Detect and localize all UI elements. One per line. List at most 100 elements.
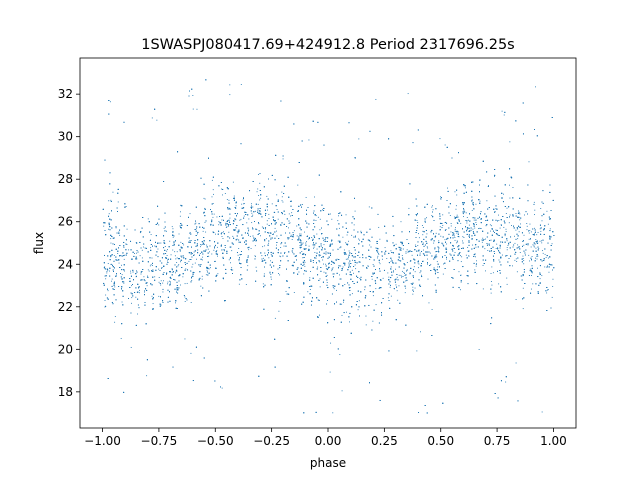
data-point — [506, 283, 508, 285]
data-point — [485, 220, 487, 222]
data-point — [121, 274, 123, 276]
data-point — [204, 198, 206, 200]
data-point — [319, 229, 321, 231]
data-point — [535, 86, 536, 88]
data-point — [130, 270, 132, 272]
data-point — [150, 247, 152, 249]
data-point — [517, 228, 519, 230]
data-point — [534, 209, 536, 211]
data-point — [118, 262, 120, 264]
data-point — [399, 260, 400, 262]
data-point — [222, 194, 223, 196]
data-point — [262, 246, 264, 248]
data-point — [365, 315, 367, 317]
data-point — [175, 302, 176, 304]
data-point — [460, 261, 462, 263]
data-point — [536, 234, 538, 236]
data-point — [528, 161, 530, 163]
data-point — [191, 280, 193, 282]
data-point — [412, 286, 414, 288]
data-point — [359, 239, 360, 241]
data-point — [113, 255, 115, 256]
data-point — [213, 193, 214, 195]
data-point — [265, 238, 267, 240]
data-point — [440, 235, 442, 237]
data-point — [450, 231, 452, 233]
data-point — [471, 209, 473, 211]
data-point — [420, 265, 422, 267]
data-point — [154, 276, 156, 278]
data-point — [120, 255, 122, 257]
data-point — [351, 234, 353, 236]
data-point — [533, 201, 535, 203]
data-point — [339, 247, 341, 249]
data-point — [214, 245, 216, 247]
data-point — [421, 225, 423, 226]
data-point — [531, 256, 533, 257]
data-point — [419, 272, 421, 274]
data-point — [337, 240, 339, 242]
data-point — [490, 239, 492, 241]
data-point — [343, 249, 345, 251]
data-point — [131, 285, 133, 287]
data-point — [226, 199, 228, 200]
data-point — [228, 199, 230, 201]
data-point — [308, 245, 310, 247]
data-point — [321, 233, 323, 235]
data-point — [329, 213, 331, 215]
data-point — [106, 272, 108, 274]
data-point — [435, 251, 437, 253]
data-point — [490, 230, 492, 232]
data-point — [192, 95, 194, 96]
data-point — [522, 275, 524, 277]
data-point — [369, 244, 371, 246]
data-point — [461, 256, 463, 258]
data-point — [263, 273, 265, 275]
data-point — [240, 84, 242, 85]
data-point — [229, 217, 231, 219]
data-point — [534, 227, 536, 229]
data-point — [221, 236, 223, 237]
data-point — [307, 291, 309, 293]
data-point — [264, 228, 266, 230]
data-point — [522, 255, 524, 257]
data-point — [260, 210, 261, 212]
data-point — [112, 191, 114, 193]
data-point — [139, 289, 141, 291]
data-point — [404, 274, 406, 276]
data-point — [259, 182, 261, 184]
data-point — [114, 321, 116, 323]
data-point — [169, 280, 170, 282]
data-point — [178, 233, 180, 235]
data-point — [107, 263, 109, 264]
data-point — [147, 275, 148, 277]
data-point — [110, 199, 112, 201]
data-point — [238, 248, 240, 249]
data-point — [180, 246, 182, 248]
data-point — [339, 278, 341, 280]
data-point — [536, 258, 538, 260]
data-point — [378, 226, 380, 228]
data-point — [270, 278, 272, 280]
data-point — [143, 276, 145, 278]
data-point — [308, 139, 310, 141]
data-point — [271, 203, 273, 205]
data-point — [431, 238, 433, 240]
data-point — [442, 244, 444, 246]
data-point — [405, 252, 407, 254]
data-point — [297, 239, 299, 241]
data-point — [501, 254, 503, 256]
data-point — [255, 266, 257, 268]
data-point — [191, 276, 193, 278]
data-point — [266, 195, 268, 197]
data-point — [234, 218, 236, 220]
data-point — [325, 268, 327, 270]
data-point — [293, 230, 295, 232]
data-point — [515, 213, 517, 214]
data-point — [522, 258, 524, 259]
data-point — [151, 295, 153, 297]
data-point — [331, 270, 333, 272]
data-point — [454, 191, 456, 193]
data-point — [194, 262, 196, 264]
data-point — [386, 258, 388, 259]
